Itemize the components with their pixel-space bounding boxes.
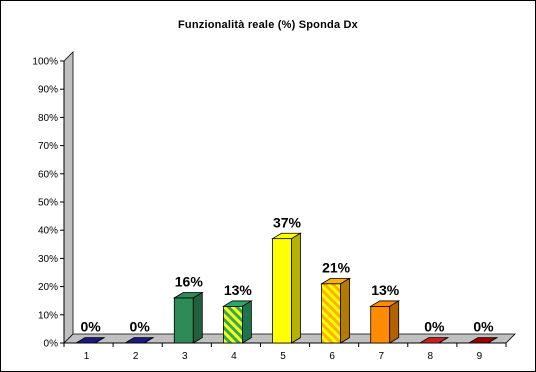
data-label-6: 21%	[322, 259, 351, 275]
x-tick-label-1: 1	[84, 351, 90, 362]
bar-6	[320, 277, 352, 344]
bar-side	[487, 337, 498, 344]
bar-front	[272, 238, 292, 344]
y-tick-label: 70%	[38, 141, 58, 152]
bar-side	[291, 232, 301, 344]
bar-2	[123, 337, 155, 344]
bar-4	[221, 300, 253, 344]
bar-5	[271, 232, 302, 344]
bar-side	[241, 300, 252, 344]
x-tick-label-5: 5	[280, 351, 286, 362]
data-label-9: 0%	[473, 319, 494, 335]
bar-front	[173, 297, 194, 344]
y-tick-label: 40%	[38, 226, 58, 237]
x-tick-label-9: 9	[477, 351, 483, 362]
bar-7	[369, 300, 401, 344]
y-tick-label: 80%	[38, 113, 58, 124]
chart-side-wall	[63, 51, 74, 344]
data-label-1: 0%	[80, 319, 101, 335]
bar-side	[94, 337, 105, 344]
y-tick-label: 30%	[38, 254, 58, 265]
bar-front	[222, 305, 243, 344]
x-tick-label-6: 6	[329, 351, 335, 362]
y-tick-label: 60%	[38, 169, 58, 180]
y-tick-label: 90%	[38, 85, 58, 96]
data-label-2: 0%	[130, 319, 151, 335]
y-tick-label: 0%	[44, 339, 59, 350]
bar-side	[389, 300, 400, 344]
y-tick-label: 50%	[38, 198, 58, 209]
bar-front	[321, 283, 342, 344]
bar-side	[143, 337, 154, 344]
x-tick-label-2: 2	[133, 351, 139, 362]
bar-side	[438, 337, 449, 344]
data-label-5: 37%	[273, 214, 302, 230]
bar-front	[370, 305, 391, 344]
bar-side	[340, 277, 351, 344]
bar-1	[74, 337, 106, 344]
data-label-8: 0%	[424, 319, 445, 335]
x-tick-label-4: 4	[231, 351, 237, 362]
data-label-3: 16%	[175, 273, 204, 289]
chart-title: Funzionalità reale (%) Sponda Dx	[178, 19, 358, 31]
bar-9	[467, 337, 499, 344]
bar-8	[418, 337, 450, 344]
bar-3	[172, 291, 204, 344]
data-label-4: 13%	[224, 282, 253, 298]
data-label-7: 13%	[371, 282, 400, 298]
y-tick-label: 100%	[32, 57, 58, 68]
x-tick-label-3: 3	[182, 351, 188, 362]
y-tick-label: 20%	[38, 282, 58, 293]
bar-side	[192, 291, 203, 344]
x-tick-label-7: 7	[378, 351, 384, 362]
x-tick-label-8: 8	[428, 351, 434, 362]
y-tick-label: 10%	[38, 310, 58, 321]
